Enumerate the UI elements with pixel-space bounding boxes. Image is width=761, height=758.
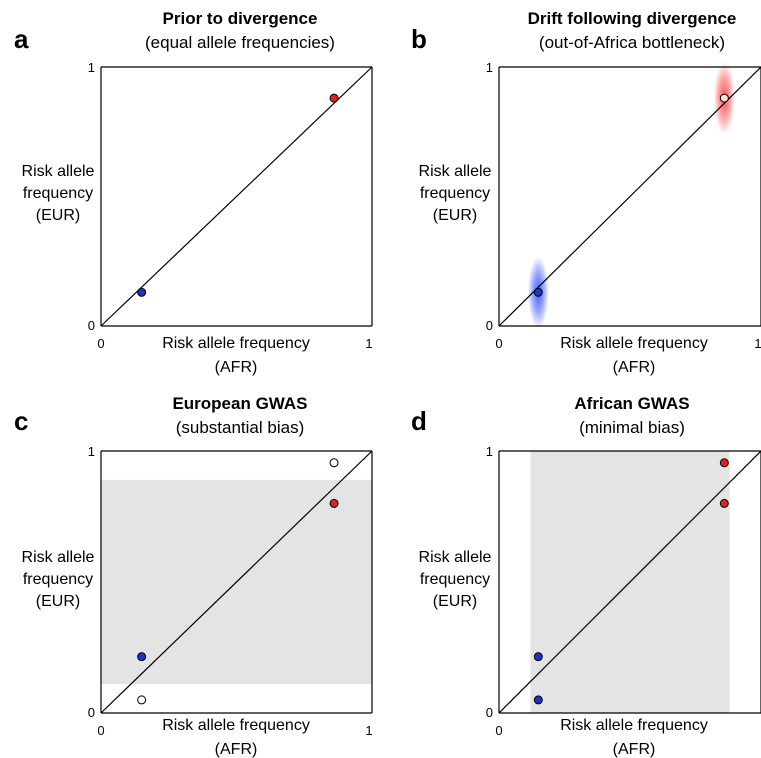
y-axis-label: Risk allele <box>419 163 492 180</box>
x-axis-label: Risk allele frequency <box>162 335 310 352</box>
panel-subtitle: (equal allele frequencies) <box>145 33 335 52</box>
y-tick-label: 1 <box>88 444 95 459</box>
y-axis-label: Risk allele <box>22 549 95 566</box>
data-point <box>719 93 729 103</box>
panel-d: d African GWAS (minimal bias) 1 00 Risk allel… <box>411 394 761 758</box>
y-tick-label: 0 <box>486 705 493 720</box>
data-point <box>329 93 339 103</box>
y-axis-label: (EUR) <box>433 207 477 224</box>
x-tick-label: 0 <box>495 723 502 738</box>
data-point <box>137 695 147 705</box>
panel-subtitle: (minimal bias) <box>579 418 685 437</box>
panel-title: European GWAS <box>172 394 307 413</box>
y-axis-label: (EUR) <box>36 207 80 224</box>
panel-b: b Drift following divergence (out-of-Afric… <box>411 9 761 376</box>
y-axis-label: frequency <box>420 571 490 588</box>
x-tick-label: 0 <box>97 723 104 738</box>
data-point <box>719 498 729 508</box>
x-axis-label: Risk allele frequency <box>162 717 310 734</box>
y-axis-label: Risk allele <box>419 549 492 566</box>
y-axis-label: frequency <box>23 571 93 588</box>
panel-a: a Prior to divergence (equal allele freque… <box>14 9 373 376</box>
data-point <box>533 695 543 705</box>
y-tick-label: 1 <box>486 444 493 459</box>
x-tick-label: 0 <box>97 336 104 351</box>
y-axis-label: (EUR) <box>36 593 80 610</box>
panel-letter: a <box>14 24 29 54</box>
panel-letter: b <box>411 24 427 54</box>
diagonal-line <box>498 450 761 714</box>
panel-c: c European GWAS (substantial bias) 1 00 1 Risk… <box>14 394 373 758</box>
y-axis-label: (EUR) <box>433 593 477 610</box>
data-point <box>329 458 339 468</box>
x-tick-label: 0 <box>495 336 502 351</box>
x-axis-label: Risk allele frequency <box>560 717 708 734</box>
x-axis-label: (AFR) <box>215 359 258 376</box>
y-axis-label: frequency <box>420 185 490 202</box>
panel-letter: c <box>14 406 28 436</box>
x-axis-label: (AFR) <box>215 741 258 758</box>
y-tick-label: 0 <box>88 705 95 720</box>
x-axis-label: (AFR) <box>613 741 656 758</box>
x-axis-label: (AFR) <box>613 359 656 376</box>
y-tick-label: 0 <box>88 318 95 333</box>
diagonal-line <box>100 66 373 327</box>
diagonal-line <box>100 450 373 714</box>
data-point <box>329 498 339 508</box>
y-tick-label: 1 <box>486 60 493 75</box>
panel-letter: d <box>411 406 427 436</box>
panel-subtitle: (substantial bias) <box>176 418 305 437</box>
panel-title: Drift following divergence <box>528 9 737 28</box>
y-tick-label: 1 <box>88 60 95 75</box>
panel-title: African GWAS <box>574 394 689 413</box>
panel-title: Prior to divergence <box>163 9 318 28</box>
x-axis-label: Risk allele frequency <box>560 335 708 352</box>
data-point <box>533 287 543 297</box>
x-tick-label: 1 <box>754 336 761 351</box>
x-tick-label: 1 <box>365 723 372 738</box>
data-point <box>533 652 543 662</box>
data-point <box>719 458 729 468</box>
data-point <box>137 287 147 297</box>
y-axis-label: Risk allele <box>22 163 95 180</box>
panel-subtitle: (out-of-Africa bottleneck) <box>539 33 725 52</box>
y-axis-label: frequency <box>23 185 93 202</box>
x-tick-label: 1 <box>365 336 372 351</box>
diagonal-line <box>498 66 761 327</box>
data-point <box>137 652 147 662</box>
y-tick-label: 0 <box>486 318 493 333</box>
